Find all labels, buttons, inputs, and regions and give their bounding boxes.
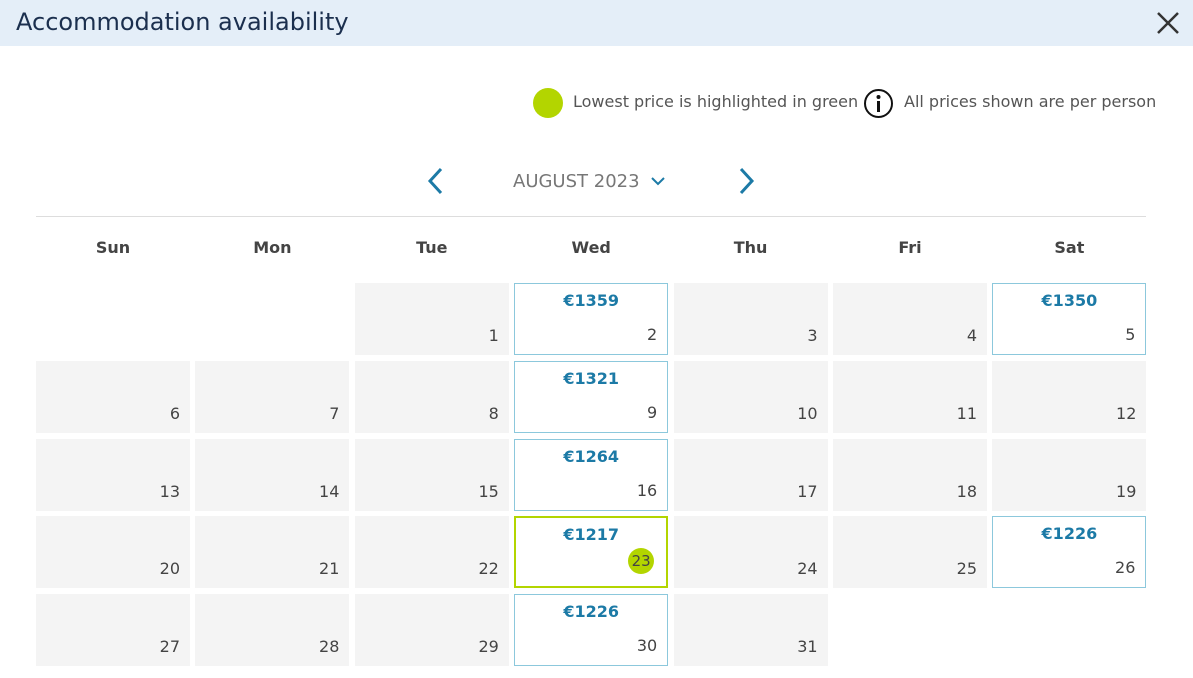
day-cell: 3 [673, 283, 828, 355]
divider [36, 216, 1146, 217]
weekday-label: Thu [733, 238, 768, 257]
day-cell: 27 [36, 594, 190, 667]
month-dropdown[interactable] [650, 175, 666, 187]
day-number: 2 [647, 325, 658, 344]
title: Accommodation availability [16, 8, 349, 36]
day-cell: 13 [36, 438, 190, 511]
day-number: 15 [478, 481, 499, 501]
day-number: 11 [956, 403, 977, 423]
day-cell: 25 [833, 516, 987, 589]
weekday-label: Mon [253, 238, 292, 257]
header-bar [0, 0, 1193, 46]
day-cell: 12 [992, 360, 1147, 433]
weekday-label: Tue [416, 238, 448, 257]
weekday-label: Fri [898, 238, 922, 257]
day-number: 12 [1116, 403, 1137, 423]
day-cell[interactable]: €1226 26 [992, 516, 1147, 589]
day-number: 1 [488, 326, 499, 345]
day-cell: 20 [36, 516, 190, 589]
day-number: 16 [636, 480, 658, 500]
price: €1321 [563, 368, 620, 388]
price: €1217 [563, 525, 620, 545]
day-number: 20 [159, 559, 180, 579]
day-cell: 8 [354, 360, 509, 433]
day-number: 7 [329, 403, 340, 423]
day-number: 10 [797, 403, 818, 423]
day-cell[interactable]: €1217 23 [514, 516, 669, 589]
legend-lowest: Lowest price is highlighted in green [573, 92, 859, 111]
day-number: 9 [647, 402, 658, 422]
day-number: 8 [488, 403, 499, 423]
day-number: 25 [956, 559, 977, 579]
month-label[interactable]: AUGUST 2023 [513, 171, 640, 192]
day-cell: 10 [673, 360, 828, 433]
day-cell[interactable]: €1264 16 [514, 438, 669, 511]
day-number: 21 [319, 559, 340, 579]
price: €1264 [563, 446, 620, 466]
day-cell: 14 [195, 438, 350, 511]
day-cell: 1 [354, 283, 509, 355]
day-number: 31 [797, 637, 818, 657]
day-cell[interactable]: €1321 9 [514, 360, 669, 433]
day-number: 22 [478, 559, 499, 579]
day-number: 14 [319, 481, 340, 501]
day-number: 24 [797, 559, 818, 579]
price: €1359 [563, 291, 620, 310]
info-icon [864, 89, 893, 118]
day-number: 23 [628, 548, 655, 575]
day-cell: 19 [992, 438, 1147, 511]
day-cell: 31 [673, 594, 828, 667]
day-number: 26 [1115, 558, 1136, 578]
day-number: 28 [319, 637, 340, 657]
prev-month[interactable] [426, 167, 446, 195]
green-dot [533, 88, 563, 118]
day-cell: 28 [195, 594, 350, 667]
day-cell: 21 [195, 516, 350, 589]
day-cell: 17 [673, 438, 828, 511]
day-number: 13 [159, 481, 180, 501]
day-cell: 4 [833, 283, 987, 355]
price: €1350 [1041, 291, 1098, 310]
day-number: 30 [636, 636, 658, 656]
day-number: 6 [169, 403, 180, 423]
day-cell: 22 [354, 516, 509, 589]
weekday-label: Sun [95, 238, 131, 257]
next-month[interactable] [736, 167, 756, 195]
day-number: 4 [966, 326, 977, 345]
day-cell: 7 [195, 360, 350, 433]
price: €1226 [563, 602, 620, 622]
legend-info: All prices shown are per person [904, 92, 1157, 111]
day-cell: 24 [673, 516, 828, 589]
day-number: 17 [797, 481, 818, 501]
price: €1226 [1041, 524, 1098, 544]
day-cell: 15 [354, 438, 509, 511]
day-number: 29 [478, 637, 499, 657]
day-cell: 6 [36, 360, 190, 433]
close-button[interactable] [1155, 10, 1181, 36]
day-number: 3 [807, 326, 818, 345]
day-number: 27 [159, 637, 180, 657]
day-cell: 11 [833, 360, 987, 433]
day-number: 19 [1116, 481, 1137, 501]
day-number: 18 [956, 481, 977, 501]
day-cell[interactable]: €1359 2 [514, 283, 669, 355]
day-cell[interactable]: €1226 30 [514, 594, 669, 667]
day-cell: 18 [833, 438, 987, 511]
day-cell[interactable]: €1350 5 [992, 283, 1147, 355]
weekday-label: Wed [571, 238, 611, 257]
day-number: 5 [1125, 325, 1136, 344]
weekday-label: Sat [1054, 238, 1085, 257]
day-cell: 29 [354, 594, 509, 667]
